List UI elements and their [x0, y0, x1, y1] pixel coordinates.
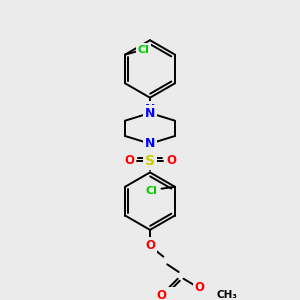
Text: O: O [145, 239, 155, 252]
Text: O: O [157, 289, 166, 300]
Text: O: O [195, 281, 205, 294]
Text: S: S [145, 154, 155, 168]
Text: N: N [145, 103, 155, 116]
Text: N: N [145, 137, 155, 150]
Text: O: O [166, 154, 176, 167]
Text: N: N [145, 106, 155, 119]
Text: Cl: Cl [137, 45, 149, 55]
Text: Cl: Cl [146, 186, 158, 196]
Text: O: O [124, 154, 134, 167]
Text: CH₃: CH₃ [216, 290, 237, 300]
